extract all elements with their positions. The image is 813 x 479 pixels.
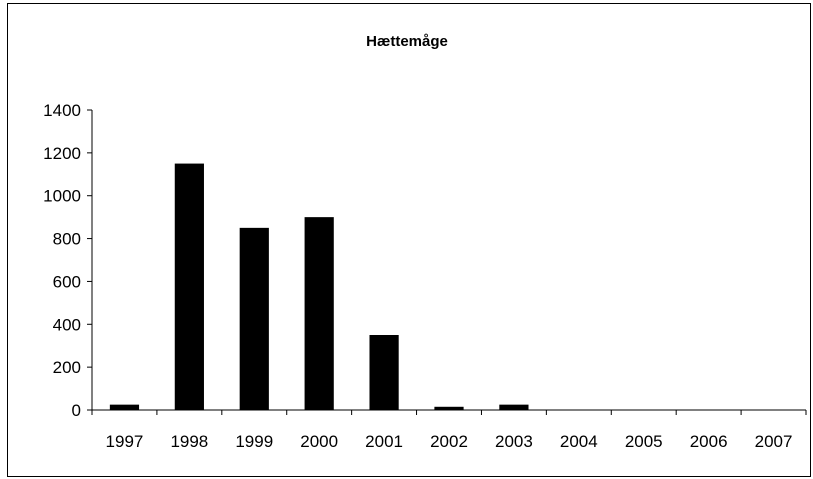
chart-title: Hættemåge (366, 33, 448, 50)
y-tick-label: 800 (53, 230, 81, 249)
y-tick-label: 0 (72, 401, 81, 420)
x-tick-label: 1998 (170, 432, 208, 451)
bar-2003 (499, 404, 529, 410)
x-tick-label: 2003 (495, 432, 533, 451)
bar-2001 (369, 335, 399, 410)
bar-2000 (304, 217, 334, 410)
x-tick-label: 2007 (755, 432, 793, 451)
x-tick-label: 2005 (625, 432, 663, 451)
bar-1997 (109, 404, 140, 410)
x-tick-label: 2000 (300, 432, 338, 451)
bar-2002 (434, 406, 464, 410)
plot-area: 0 200 400 600 800 1000 1200 1400 1997 1998 1999 200… (43, 101, 807, 451)
y-tick-label: 1400 (43, 101, 81, 120)
x-tick-label: 1999 (235, 432, 273, 451)
x-tick-label: 1997 (106, 432, 144, 451)
bar-1998 (174, 163, 204, 410)
chart-area (7, 3, 811, 477)
bar-1999 (239, 227, 269, 410)
y-tick-label: 1000 (43, 187, 81, 206)
x-tick-label: 2006 (690, 432, 728, 451)
x-tick-label: 2001 (365, 432, 403, 451)
y-tick-label: 1200 (43, 144, 81, 163)
x-tick-label: 2004 (560, 432, 598, 451)
x-tick-label: 2002 (430, 432, 468, 451)
y-tick-label: 600 (53, 272, 81, 291)
y-tick-label: 200 (53, 358, 81, 377)
y-tick-label: 400 (53, 315, 81, 334)
